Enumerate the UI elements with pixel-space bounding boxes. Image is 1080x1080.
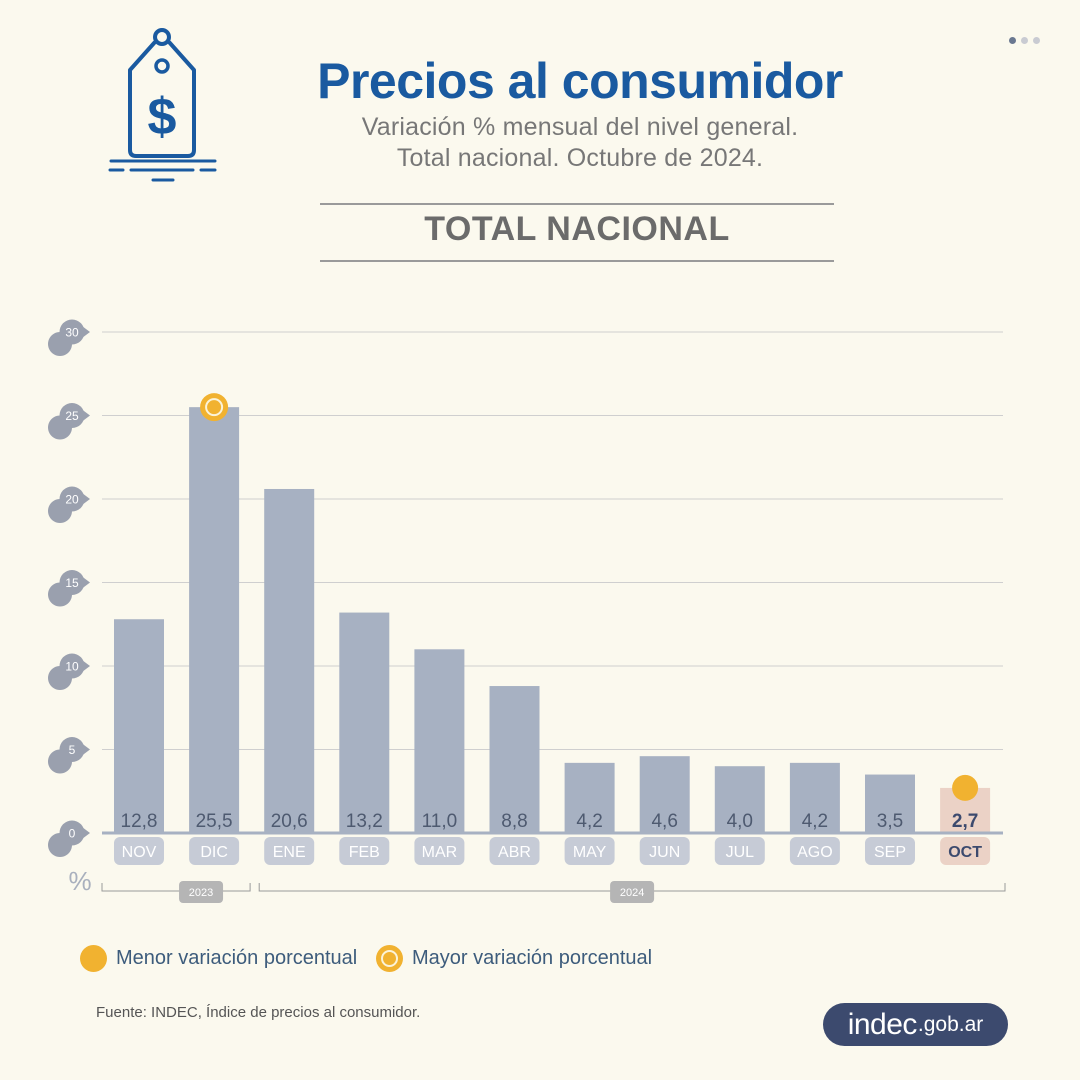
- bar-jun: [639, 756, 690, 833]
- bar-mar: [414, 649, 465, 833]
- category-tab: [564, 837, 615, 865]
- y-axis-unit: %: [68, 866, 91, 896]
- y-tick-circle: [59, 486, 85, 512]
- category-tab: [339, 837, 390, 865]
- bar-may: [564, 762, 615, 833]
- bar-feb: [339, 612, 390, 833]
- category-label: SEP: [874, 844, 906, 861]
- bar-jul: [714, 766, 765, 833]
- bar-value-label: 4,6: [651, 811, 677, 832]
- subtitle-line-1: Variación % mensual del nivel general.: [361, 113, 799, 141]
- category-label: JUN: [649, 844, 680, 861]
- bar-value-label: 4,2: [576, 811, 602, 832]
- price-tag-icon: $: [108, 28, 217, 182]
- bar-value-label: 8,8: [501, 811, 527, 832]
- year-bracket: [101, 883, 251, 892]
- category-label: ENE: [273, 844, 306, 861]
- page-dot[interactable]: [1021, 37, 1028, 44]
- category-label: AGO: [797, 844, 833, 861]
- y-tick-label: 25: [65, 409, 79, 423]
- bar-value-label: 2,7: [952, 811, 978, 832]
- page-title: Precios al consumidor: [317, 53, 843, 109]
- category-label: MAY: [573, 844, 607, 861]
- y-tick-label: 0: [69, 827, 76, 841]
- bar-value-label: 20,6: [271, 811, 308, 832]
- bar-abr: [489, 686, 540, 833]
- y-tick-label: 15: [65, 576, 79, 590]
- bar-chart: 0 5 10 15 20 25 30% 12,8 NOV 25,5 DIC 20,6 ENE 13,2 FE…: [48, 319, 1006, 903]
- y-tick-label: 5: [69, 743, 76, 757]
- highest-marker-icon: [376, 945, 403, 972]
- category-tab: [865, 837, 915, 865]
- pagination-dots[interactable]: [1009, 37, 1040, 44]
- y-tick-circle: [59, 319, 85, 345]
- bar-value-label: 4,0: [727, 811, 753, 832]
- highest-marker-ring: [205, 398, 224, 417]
- highest-marker: [200, 393, 229, 422]
- bar-ago: [789, 762, 840, 833]
- y-tick-circle: [59, 403, 85, 428]
- legend-lowest-label: Menor variación porcentual: [116, 947, 358, 969]
- category-label: OCT: [948, 844, 982, 861]
- legend-lowest: Menor variación porcentual: [80, 945, 357, 972]
- bar-sep: [865, 774, 915, 833]
- source-note: Fuente: INDEC, Índice de precios al cons…: [96, 1004, 421, 1021]
- svg-text:$: $: [148, 88, 177, 146]
- category-tab: [189, 837, 240, 865]
- y-tick-label: 20: [65, 493, 79, 507]
- year-label: 2024: [620, 887, 644, 899]
- bar-value-label: 13,2: [346, 811, 383, 832]
- year-badge: [610, 881, 655, 903]
- divider-bottom: [320, 260, 834, 262]
- legend-highest: Mayor variación porcentual: [376, 945, 652, 972]
- category-tab: [264, 837, 315, 865]
- category-tab: [414, 837, 465, 865]
- bar-ene: [264, 488, 315, 833]
- brand-domain: .gob.ar: [917, 1012, 984, 1036]
- y-tick-circle: [59, 653, 85, 679]
- lowest-marker-icon: [80, 945, 107, 972]
- page-dot[interactable]: [1033, 37, 1040, 44]
- bar-value-label: 4,2: [802, 811, 828, 832]
- lowest-marker: [952, 774, 979, 801]
- category-label: NOV: [122, 844, 157, 861]
- bar-value-label: 25,5: [196, 811, 233, 832]
- year-label: 2023: [189, 887, 213, 899]
- brand-name: indec: [847, 1007, 918, 1041]
- bar-nov: [114, 619, 164, 833]
- page-dot-active[interactable]: [1009, 37, 1016, 44]
- category-tab: [639, 837, 690, 865]
- category-tab: [789, 837, 840, 865]
- category-tab: [114, 837, 164, 865]
- category-label: ABR: [498, 844, 531, 861]
- indec-logo[interactable]: indec .gob.ar: [823, 1003, 1008, 1046]
- subtitle-line-2: Total nacional. Octubre de 2024.: [396, 144, 764, 172]
- divider-top: [320, 203, 834, 205]
- legend-highest-label: Mayor variación porcentual: [412, 947, 653, 969]
- category-tab: [940, 837, 991, 865]
- category-tab: [489, 837, 540, 865]
- bar-value-label: 11,0: [422, 811, 458, 832]
- category-tab: [714, 837, 765, 865]
- category-label: JUL: [726, 844, 755, 861]
- bar-value-label: 3,5: [877, 811, 903, 832]
- section-heading: TOTAL NACIONAL: [424, 210, 730, 248]
- y-tick-circle: [59, 820, 85, 846]
- bar-dic: [189, 407, 240, 833]
- category-label: FEB: [349, 844, 380, 861]
- y-tick-circle: [59, 570, 85, 595]
- category-label: DIC: [200, 844, 228, 861]
- category-label: MAR: [422, 844, 458, 861]
- year-badge: [179, 881, 224, 903]
- bar-value-label: 12,8: [121, 811, 158, 832]
- y-tick-label: 10: [65, 660, 79, 674]
- y-tick-circle: [59, 737, 85, 762]
- y-tick-label: 30: [65, 326, 79, 340]
